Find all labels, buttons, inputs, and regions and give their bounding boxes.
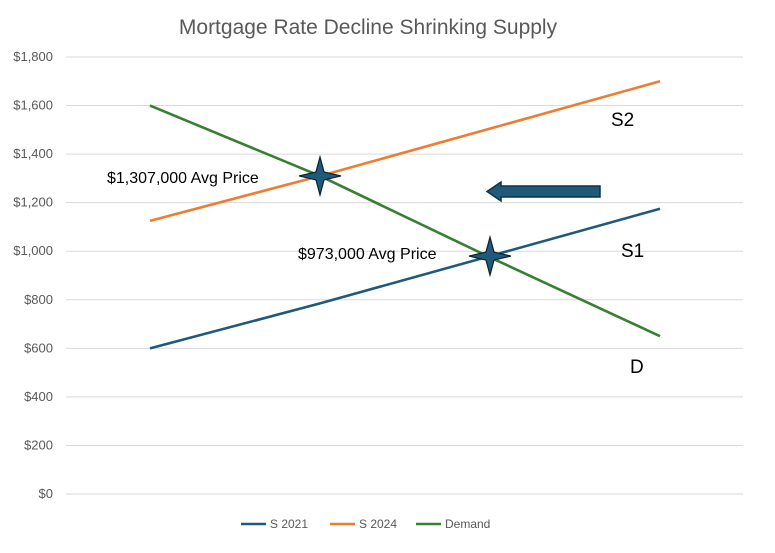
chart-title: Mortgage Rate Decline Shrinking Supply xyxy=(179,16,558,39)
annotation-2021-avg-price: $973,000 Avg Price xyxy=(298,246,437,263)
series-line-s-2021 xyxy=(149,207,661,350)
y-tick-label: $1,000 xyxy=(13,243,53,258)
series-lines xyxy=(149,80,661,350)
y-tick-label: $1,800 xyxy=(13,49,53,64)
legend-label-s2021: S 2021 xyxy=(270,517,308,531)
y-axis-ticks: $0 $200 $400 $600 $800 $1,000 $1,200 $1,400 $1,6… xyxy=(13,49,53,501)
series-line-s-2024 xyxy=(149,80,661,223)
y-tick-label: $1,200 xyxy=(13,195,53,210)
equilibrium-markers xyxy=(298,154,512,278)
y-tick-label: $400 xyxy=(24,389,53,404)
y-tick-label: $200 xyxy=(24,437,53,452)
annotation-2024-avg-price: $1,307,000 Avg Price xyxy=(107,170,259,187)
legend-label-s2024: S 2024 xyxy=(359,517,397,531)
legend-label-demand: Demand xyxy=(445,517,490,531)
y-tick-label: $1,600 xyxy=(13,98,53,113)
equilibrium-star-eq-2024 xyxy=(298,154,342,198)
curve-label-d: D xyxy=(630,357,644,378)
legend: S 2021 S 2024 Demand xyxy=(241,517,490,531)
y-tick-label: $1,400 xyxy=(13,146,53,161)
series-line-demand xyxy=(149,104,661,338)
y-tick-label: $0 xyxy=(39,486,53,501)
shift-arrow xyxy=(485,180,601,203)
equilibrium-star-eq-2021 xyxy=(468,234,512,278)
y-tick-label: $800 xyxy=(24,292,53,307)
curve-label-s2: S2 xyxy=(611,110,634,131)
gridlines xyxy=(66,56,743,495)
y-tick-label: $600 xyxy=(24,340,53,355)
curve-label-s1: S1 xyxy=(621,241,644,262)
left-arrow-shape xyxy=(485,180,601,203)
